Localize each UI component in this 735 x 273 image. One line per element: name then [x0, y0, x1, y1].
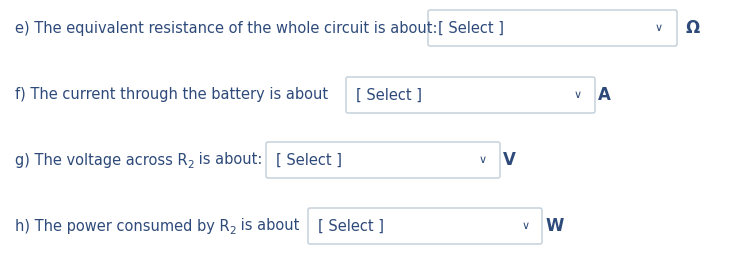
Text: [ Select ]: [ Select ] — [438, 20, 504, 35]
Text: is about:: is about: — [194, 153, 262, 168]
Text: V: V — [503, 151, 516, 169]
Text: [ Select ]: [ Select ] — [318, 218, 384, 233]
Text: 2: 2 — [229, 225, 236, 236]
Text: h) The power consumed by R: h) The power consumed by R — [15, 218, 229, 233]
Text: e) The equivalent resistance of the whole circuit is about:: e) The equivalent resistance of the whol… — [15, 20, 437, 35]
Text: [ Select ]: [ Select ] — [356, 88, 422, 102]
FancyBboxPatch shape — [428, 10, 677, 46]
Text: f) The current through the battery is about: f) The current through the battery is ab… — [15, 88, 328, 102]
Text: 2: 2 — [187, 159, 194, 170]
Text: ∨: ∨ — [574, 90, 582, 100]
Text: A: A — [598, 86, 611, 104]
Text: Ω: Ω — [686, 19, 700, 37]
Text: ∨: ∨ — [479, 155, 487, 165]
Text: ∨: ∨ — [655, 23, 663, 33]
Text: g) The voltage across R: g) The voltage across R — [15, 153, 187, 168]
Text: is about: is about — [236, 218, 300, 233]
Text: W: W — [546, 217, 564, 235]
FancyBboxPatch shape — [266, 142, 500, 178]
Text: ∨: ∨ — [522, 221, 530, 231]
FancyBboxPatch shape — [346, 77, 595, 113]
FancyBboxPatch shape — [308, 208, 542, 244]
Text: [ Select ]: [ Select ] — [276, 153, 342, 168]
